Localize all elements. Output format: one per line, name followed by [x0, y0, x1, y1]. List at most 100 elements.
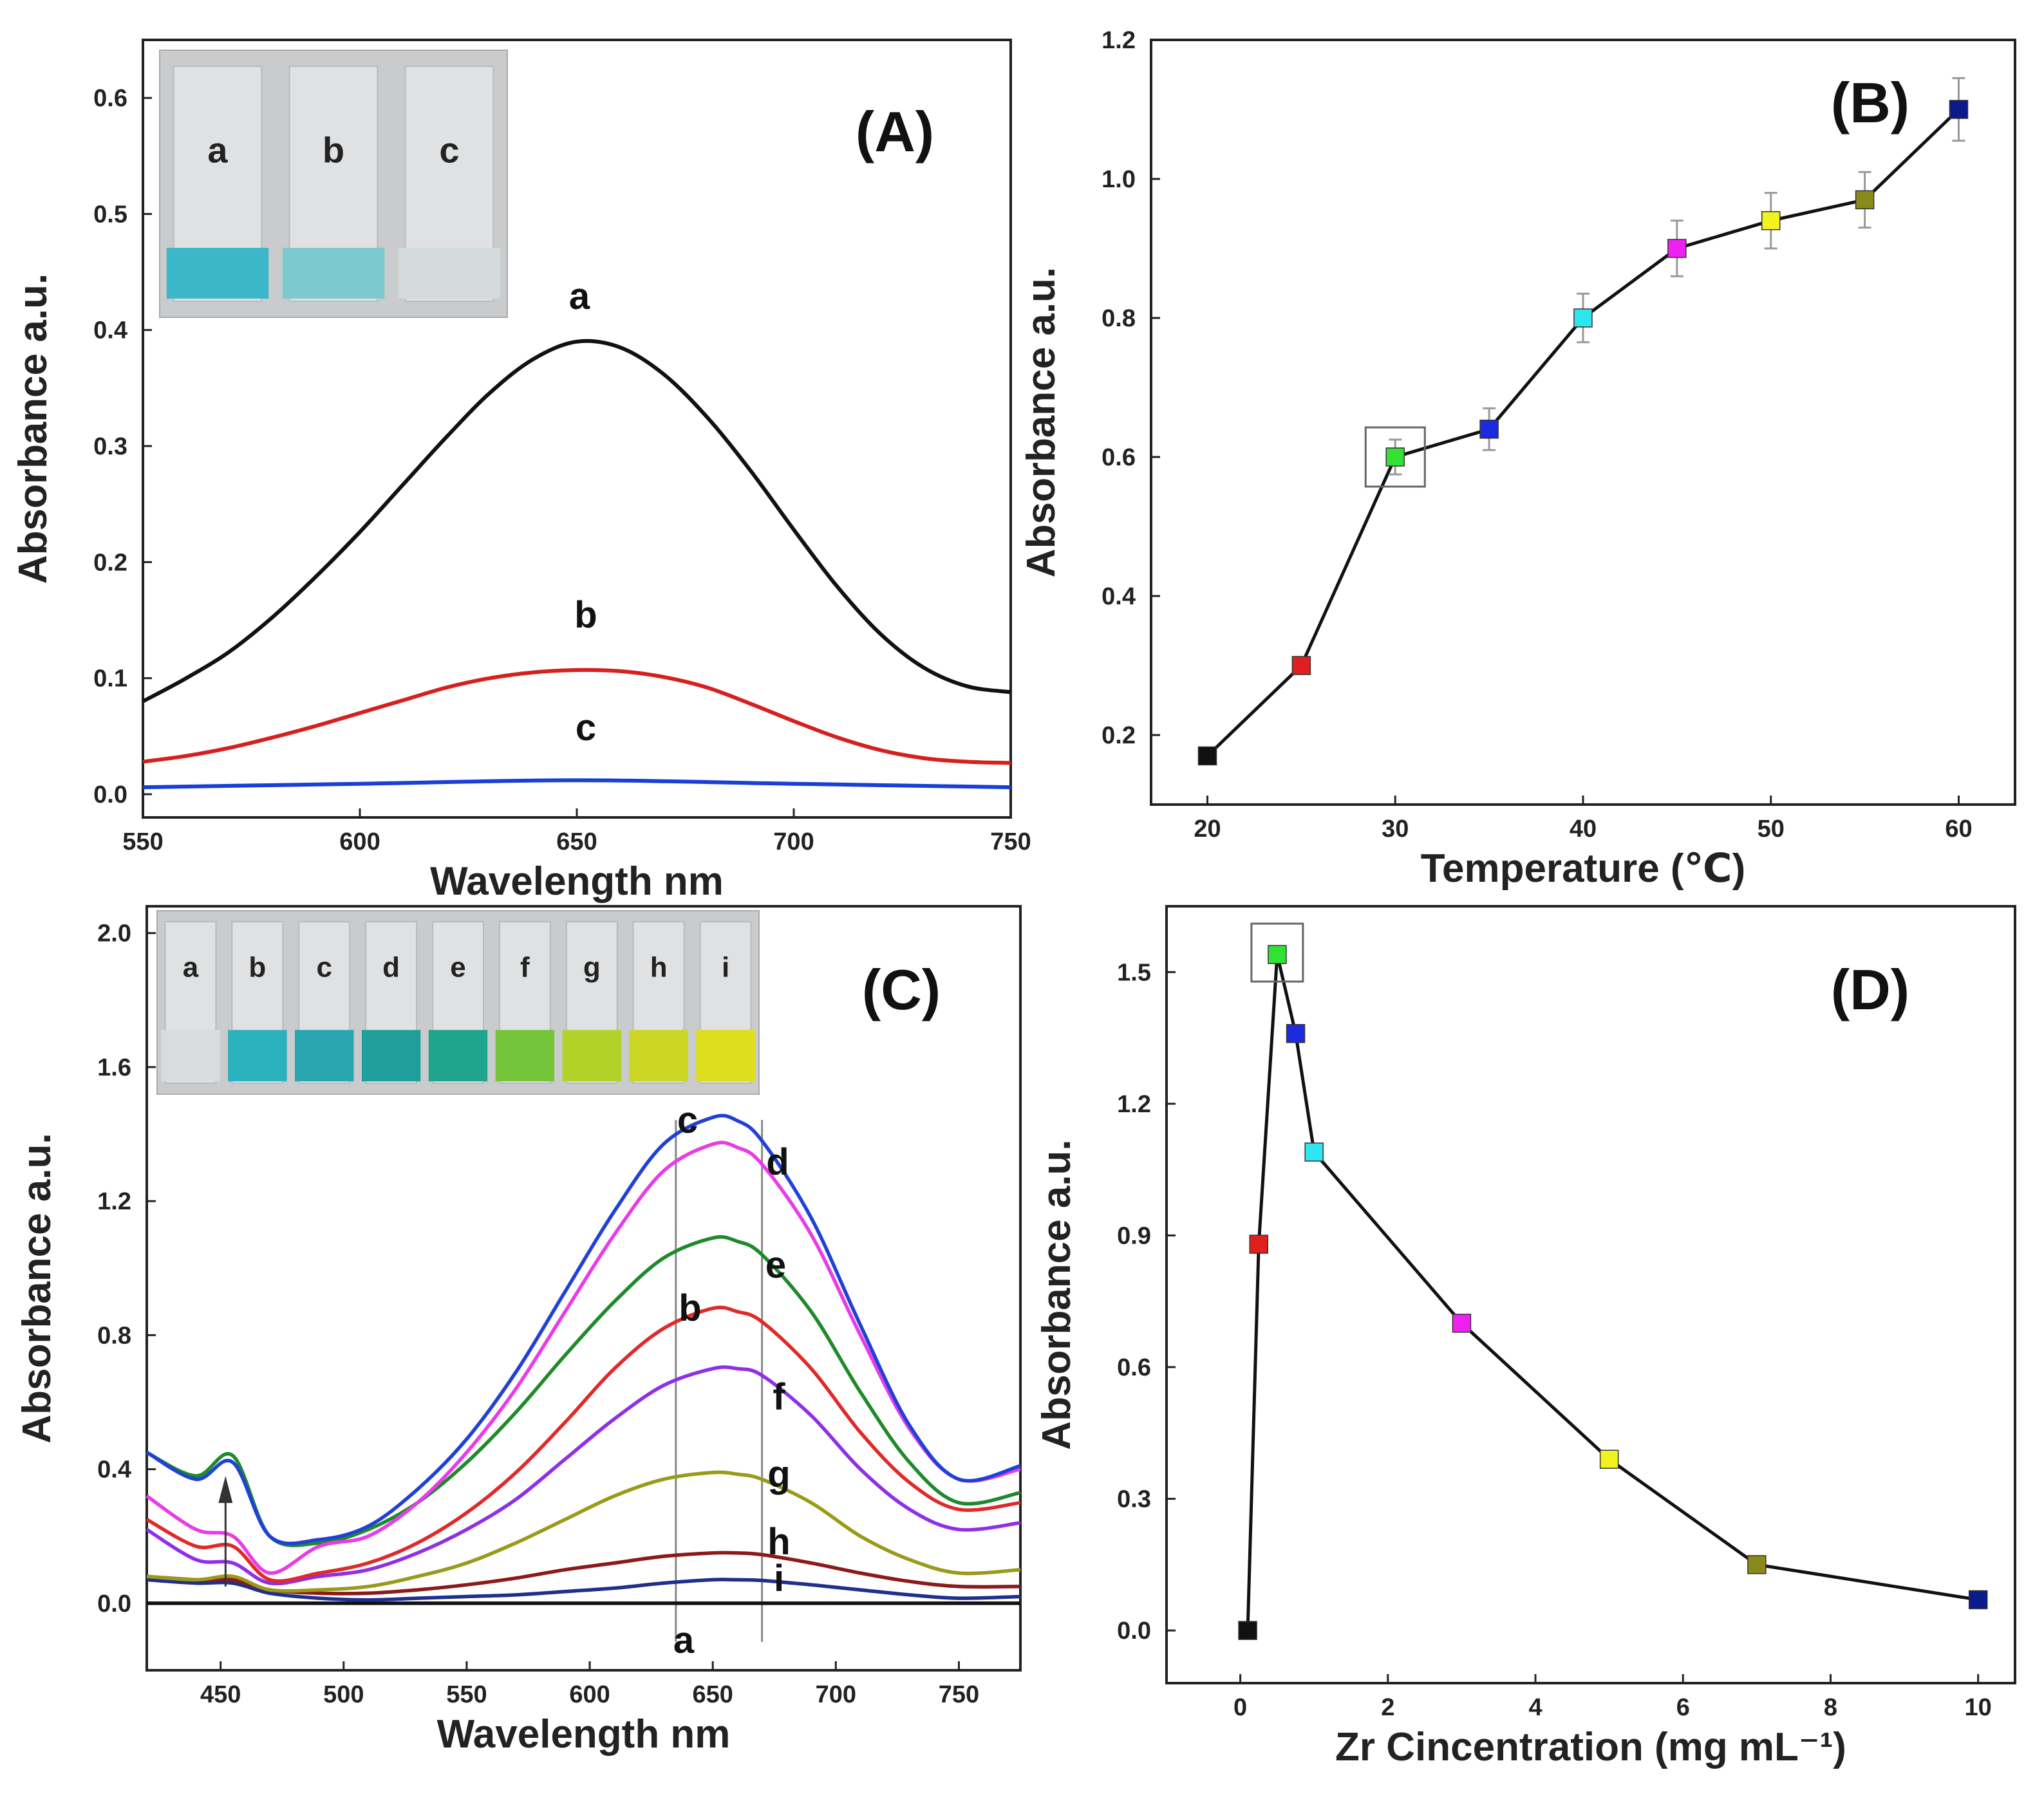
x-tick-label: 600	[569, 1681, 610, 1708]
data-point	[1197, 746, 1217, 766]
x-tick-label: 10	[1965, 1694, 1992, 1721]
data-point	[1268, 945, 1287, 964]
data-point	[1479, 420, 1499, 439]
plot-frame	[145, 905, 1022, 1672]
x-tick-label: 750	[990, 828, 1031, 855]
panel-a: 550 600 650 700 750 0.0 0.1 0.2 0.3 0.4 0.5 0.6 Wave…	[11, 39, 1031, 904]
spectrum-curve-b	[145, 1305, 1021, 1583]
data-point	[1599, 1449, 1619, 1469]
plot-frame	[1150, 39, 2016, 806]
x-tick-label: 60	[1945, 815, 1972, 843]
y-tick-label: 0.2	[1102, 722, 1136, 749]
y-tick-label: 0.0	[97, 1590, 131, 1617]
x-tick-label: 50	[1758, 815, 1785, 843]
curve-label: d	[766, 1141, 789, 1183]
vial-liquid	[629, 1030, 688, 1082]
vial-label: d	[382, 952, 400, 983]
highlight-box	[1364, 426, 1426, 488]
curve-label: g	[767, 1453, 790, 1495]
x-tick-label: 40	[1570, 815, 1597, 843]
y-tick-label: 1.2	[97, 1188, 131, 1215]
vial-liquid	[428, 1030, 488, 1082]
panel-d: 0 2 4 6 8 10 0.0 0.3 0.6 0.9 1.2 1.5 Zr Cincentratio…	[1035, 905, 2016, 1769]
vial-liquid	[696, 1030, 755, 1082]
y-tick-label: 0.6	[93, 85, 127, 112]
y-tick-label: 1.2	[1117, 1091, 1151, 1118]
x-tick-label: 500	[323, 1681, 364, 1708]
y-tick-label: 0.4	[97, 1457, 131, 1484]
data-point	[1238, 1621, 1257, 1640]
data-point	[1291, 656, 1311, 675]
data-line	[1206, 108, 1960, 758]
data-point	[1855, 190, 1875, 210]
y-tick-label: 0.5	[93, 201, 127, 228]
vial-liquid	[361, 1030, 421, 1082]
vial-label: c	[439, 129, 459, 170]
x-tick-label: 2	[1381, 1694, 1394, 1721]
y-tick-label: 0.3	[93, 433, 127, 460]
y-axis-label: Absorbance a.u.	[1035, 1139, 1079, 1449]
curve-label: h	[767, 1521, 790, 1563]
y-tick-label: 0.8	[1102, 305, 1136, 332]
spectrum-curve-c	[142, 778, 1011, 790]
y-tick-label: 1.5	[1117, 959, 1151, 986]
y-tick-label: 1.2	[1102, 27, 1136, 54]
panel-c: 450 500 550 600 650 700 750 0.0 0.4 0.8 1.2 1.6 2.0 W…	[15, 905, 1022, 1757]
data-point	[1667, 239, 1687, 258]
data-point	[1949, 100, 1969, 119]
curve-label: f	[773, 1376, 785, 1418]
x-tick-label: 650	[692, 1681, 733, 1708]
spectrum-curve-c	[145, 1114, 1021, 1545]
y-tick-label: 0.8	[97, 1322, 131, 1349]
x-axis-label: Zr Cincentration (mg mL⁻¹)	[1335, 1725, 1846, 1769]
x-tick-label: 600	[339, 828, 380, 855]
data-point	[1761, 211, 1781, 230]
spectrum-curve-d	[145, 1141, 1021, 1575]
vial-label: i	[722, 952, 729, 983]
x-tick-label: 750	[939, 1681, 979, 1708]
vial-liquid	[562, 1030, 621, 1082]
spectrum-curve-a	[142, 339, 1011, 704]
panel-label: (A)	[856, 100, 934, 163]
vial-label: a	[207, 129, 228, 170]
data-line	[1246, 954, 1979, 1631]
y-tick-label: 0.3	[1117, 1486, 1151, 1513]
plot-frame	[1165, 905, 2016, 1684]
curve-label: b	[679, 1287, 701, 1329]
x-tick-label: 450	[200, 1681, 241, 1708]
y-tick-label: 0.0	[93, 781, 127, 808]
x-tick-label: 650	[556, 828, 597, 855]
curve-label: a	[673, 1619, 695, 1661]
vial-label: g	[583, 952, 601, 983]
y-tick-label: 0.4	[93, 317, 127, 344]
vial-liquid	[495, 1030, 555, 1082]
panel-label: (D)	[1831, 958, 1909, 1021]
data-point	[1304, 1142, 1324, 1162]
panel-label: (B)	[1831, 71, 1909, 135]
y-tick-label: 1.0	[1102, 166, 1136, 193]
data-point	[1249, 1235, 1269, 1254]
curve-label: a	[569, 275, 590, 317]
vial-liquid	[166, 248, 269, 299]
y-tick-label: 2.0	[97, 920, 131, 947]
curve-label: c	[576, 707, 596, 749]
vial-liquid	[282, 248, 385, 299]
inset-vial-photo: a b c	[159, 50, 508, 318]
x-tick-label: 8	[1824, 1694, 1837, 1721]
vial-liquid	[295, 1030, 354, 1082]
x-tick-label: 30	[1382, 815, 1409, 843]
arrow-head	[218, 1476, 233, 1504]
vial-liquid	[398, 248, 501, 299]
vial-label: e	[450, 952, 465, 983]
x-axis-label: Temperature (℃)	[1421, 846, 1746, 891]
x-tick-label: 700	[816, 1681, 856, 1708]
vial-label: c	[316, 952, 332, 983]
vial-label: b	[323, 129, 344, 170]
curve-label: c	[677, 1099, 698, 1141]
panel-label: (C)	[862, 958, 941, 1021]
curve-label: e	[765, 1244, 786, 1286]
y-tick-label: 0.6	[1117, 1354, 1151, 1381]
vial-label: h	[650, 952, 668, 983]
curve-label: b	[574, 594, 597, 636]
